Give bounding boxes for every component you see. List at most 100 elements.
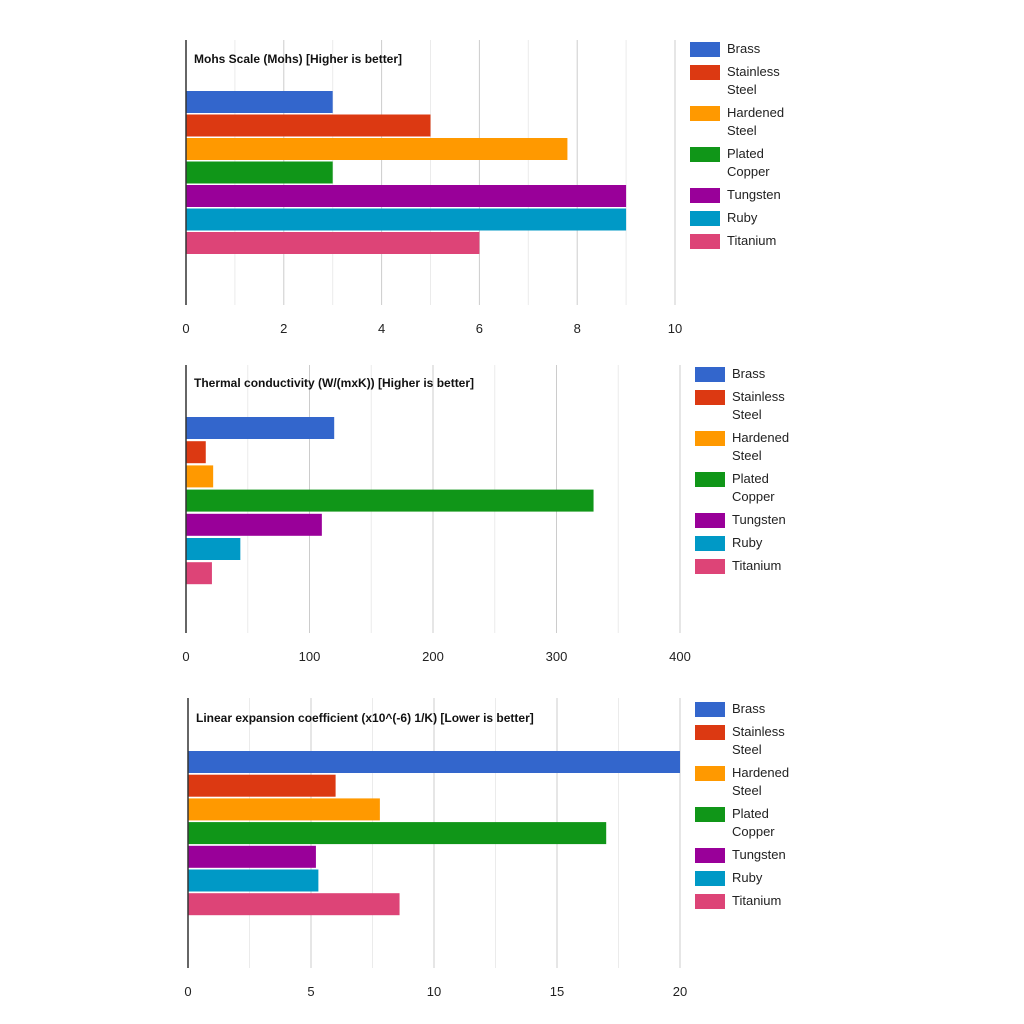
legend-label: Titanium — [732, 893, 782, 908]
bar-hardened-steel[interactable] — [186, 465, 214, 488]
bar-tungsten[interactable] — [188, 845, 316, 868]
x-tick-label: 4 — [378, 321, 385, 336]
legend-swatch-icon — [695, 848, 725, 863]
legend-swatch-icon — [690, 234, 720, 249]
bar-tungsten[interactable] — [186, 185, 627, 207]
legend-label: Plated Copper — [727, 146, 770, 179]
bar-titanium[interactable] — [186, 562, 212, 585]
legend-label: Titanium — [727, 233, 777, 248]
legend-swatch-icon — [695, 513, 725, 528]
legend-item[interactable]: Stainless Steel — [695, 388, 835, 424]
legend-swatch-icon — [690, 188, 720, 203]
x-tick-label: 2 — [280, 321, 287, 336]
x-tick-label: 0 — [182, 649, 189, 664]
legend-item[interactable]: Titanium — [695, 557, 835, 575]
legend-label: Hardened Steel — [732, 430, 790, 463]
legend-item[interactable]: Tungsten — [695, 846, 835, 864]
legend-swatch-icon — [690, 211, 720, 226]
legend-swatch-icon — [695, 871, 725, 886]
legend-item[interactable]: Hardened Steel — [690, 104, 830, 140]
legend-label: Tungsten — [727, 187, 781, 202]
legend-item[interactable]: Hardened Steel — [695, 429, 835, 465]
legend-swatch-icon — [695, 702, 725, 717]
legend-swatch-icon — [695, 431, 725, 446]
bar-plated-copper[interactable] — [186, 489, 594, 512]
legend-label: Tungsten — [732, 847, 786, 862]
legend-label: Ruby — [732, 870, 763, 885]
bar-stainless-steel[interactable] — [188, 774, 336, 797]
x-tick-label: 5 — [307, 984, 314, 998]
legend: Brass Stainless Steel Hardened Steel Plated… — [695, 365, 835, 580]
legend-item[interactable]: Ruby — [695, 534, 835, 552]
legend-item[interactable]: Plated Copper — [695, 470, 835, 506]
legend-label: Stainless Steel — [732, 724, 785, 757]
chart-title: Linear expansion coefficient (x10^(-6) 1… — [196, 711, 534, 725]
bar-brass[interactable] — [188, 751, 680, 773]
legend-swatch-icon — [695, 390, 725, 405]
x-tick-label: 10 — [668, 321, 682, 336]
x-tick-label: 400 — [669, 649, 691, 664]
legend-label: Hardened Steel — [732, 765, 790, 798]
legend-label: Brass — [732, 701, 766, 716]
legend-item[interactable]: Hardened Steel — [695, 764, 835, 800]
legend-label: Plated Copper — [732, 471, 775, 504]
x-tick-label: 100 — [299, 649, 321, 664]
legend-swatch-icon — [695, 725, 725, 740]
bar-ruby[interactable] — [186, 208, 627, 231]
legend-swatch-icon — [690, 106, 720, 121]
legend-label: Ruby — [727, 210, 758, 225]
legend: Brass Stainless Steel Hardened Steel Plated… — [695, 700, 835, 915]
legend-swatch-icon — [695, 807, 725, 822]
bar-stainless-steel[interactable] — [186, 441, 206, 464]
bar-titanium[interactable] — [188, 893, 400, 916]
x-tick-label: 0 — [182, 321, 189, 336]
legend-item[interactable]: Tungsten — [695, 511, 835, 529]
legend-label: Titanium — [732, 558, 782, 573]
legend-item[interactable]: Brass — [695, 365, 835, 383]
legend-swatch-icon — [690, 65, 720, 80]
legend-item[interactable]: Titanium — [690, 232, 830, 250]
legend-item[interactable]: Tungsten — [690, 186, 830, 204]
chart-title: Thermal conductivity (W/(mxK)) [Higher i… — [194, 376, 474, 390]
legend-label: Brass — [727, 41, 761, 56]
legend-item[interactable]: Titanium — [695, 892, 835, 910]
x-tick-label: 20 — [673, 984, 687, 998]
bar-hardened-steel[interactable] — [188, 798, 380, 821]
legend-swatch-icon — [695, 367, 725, 382]
legend-swatch-icon — [695, 894, 725, 909]
bar-brass[interactable] — [186, 91, 333, 113]
x-tick-label: 8 — [574, 321, 581, 336]
legend-swatch-icon — [695, 472, 725, 487]
bar-ruby[interactable] — [186, 538, 241, 560]
bar-titanium[interactable] — [186, 232, 480, 254]
legend-item[interactable]: Brass — [690, 40, 830, 58]
legend-item[interactable]: Stainless Steel — [690, 63, 830, 99]
legend-item[interactable]: Plated Copper — [695, 805, 835, 841]
bar-hardened-steel[interactable] — [186, 138, 568, 160]
legend-item[interactable]: Brass — [695, 700, 835, 718]
legend-label: Hardened Steel — [727, 105, 785, 138]
bar-brass[interactable] — [186, 417, 335, 439]
legend-label: Tungsten — [732, 512, 786, 527]
legend: Brass Stainless Steel Hardened Steel Plated… — [690, 40, 830, 255]
legend-swatch-icon — [695, 536, 725, 551]
legend-label: Stainless Steel — [732, 389, 785, 422]
bar-stainless-steel[interactable] — [186, 114, 431, 137]
bar-tungsten[interactable] — [186, 513, 322, 536]
legend-item[interactable]: Stainless Steel — [695, 723, 835, 759]
legend-swatch-icon — [695, 766, 725, 781]
legend-label: Ruby — [732, 535, 763, 550]
x-tick-label: 200 — [422, 649, 444, 664]
bar-plated-copper[interactable] — [188, 822, 607, 845]
chart-3: 0 5 10 15 20 Linear expansion coefficient (x1… — [0, 698, 1024, 998]
bar-plated-copper[interactable] — [186, 161, 333, 184]
legend-swatch-icon — [690, 147, 720, 162]
legend-swatch-icon — [695, 559, 725, 574]
legend-item[interactable]: Plated Copper — [690, 145, 830, 181]
x-tick-label: 15 — [550, 984, 564, 998]
chart-1: 0 2 4 6 8 10 Mohs Scale (Mohs) [Higher is bett… — [0, 40, 1024, 340]
legend-item[interactable]: Ruby — [695, 869, 835, 887]
legend-item[interactable]: Ruby — [690, 209, 830, 227]
chart-svg: 0 100 200 300 400 Thermal conductivity (W/(mx… — [182, 365, 691, 664]
bar-ruby[interactable] — [188, 869, 319, 892]
